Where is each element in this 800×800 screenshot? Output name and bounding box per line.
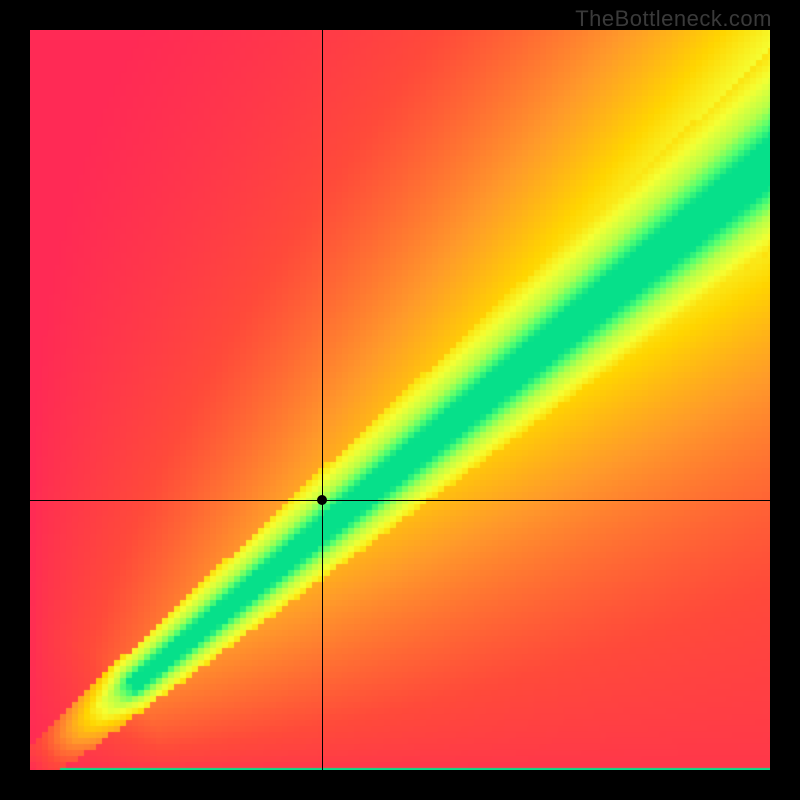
crosshair-horizontal bbox=[30, 500, 770, 501]
heatmap-canvas bbox=[30, 30, 770, 770]
watermark-text: TheBottleneck.com bbox=[575, 6, 772, 32]
heatmap-plot bbox=[30, 30, 770, 770]
crosshair-marker bbox=[317, 495, 327, 505]
crosshair-vertical bbox=[322, 30, 323, 770]
